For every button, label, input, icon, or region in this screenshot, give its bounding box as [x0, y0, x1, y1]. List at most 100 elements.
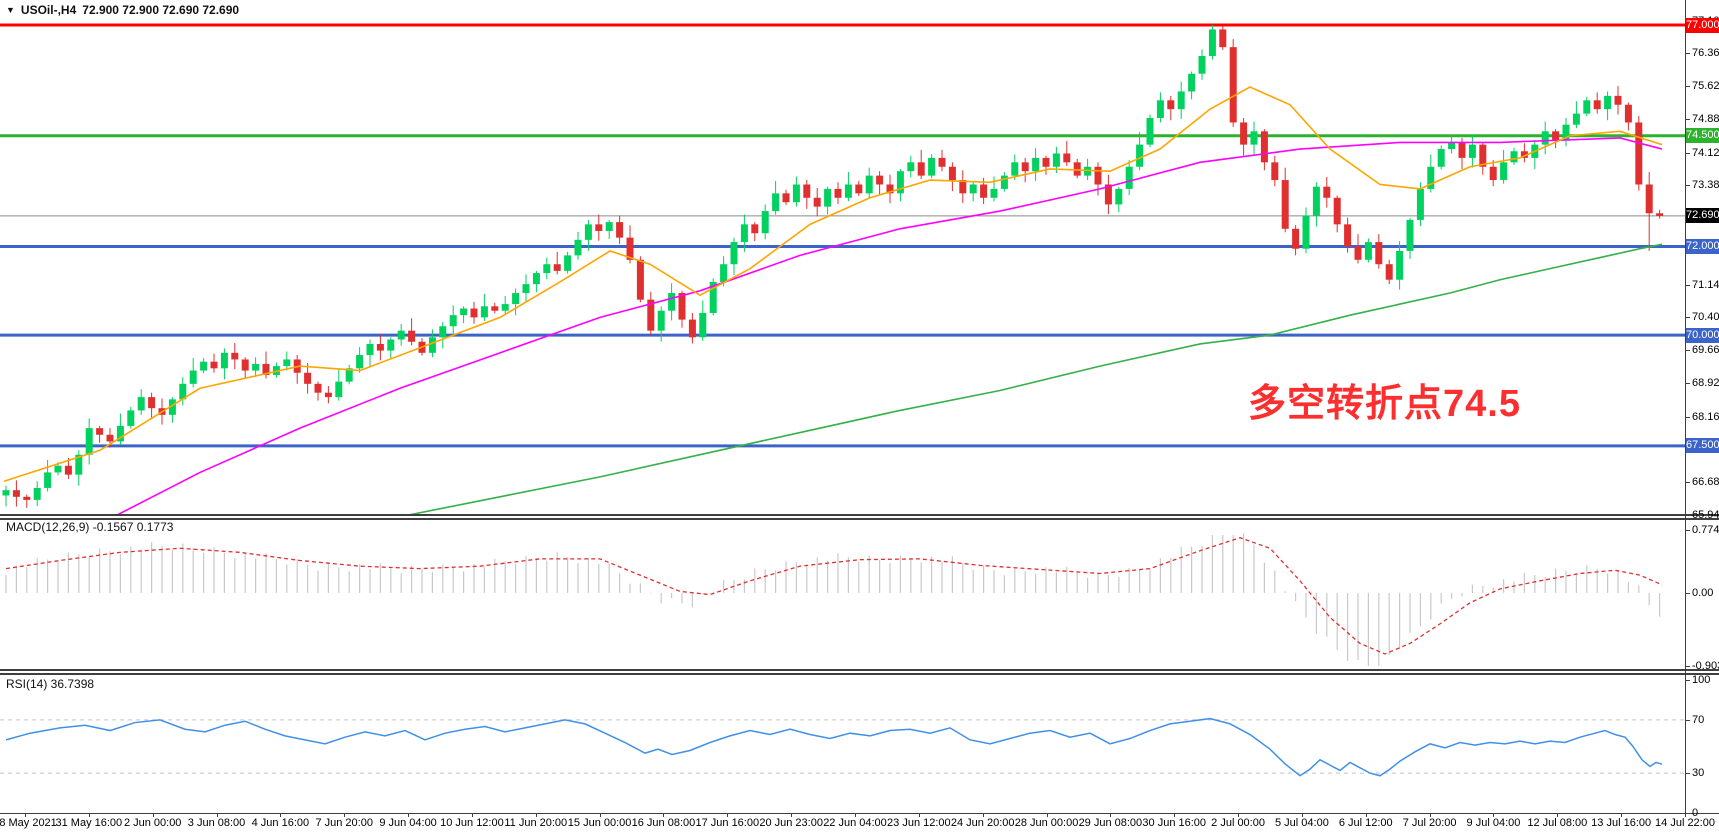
candle-body: [522, 284, 530, 294]
candle-body: [106, 434, 114, 442]
candle-body: [1323, 186, 1331, 198]
macd-panel[interactable]: [0, 520, 1686, 669]
candle-body: [1000, 175, 1008, 189]
candle-body: [314, 383, 322, 393]
price-chart-panel[interactable]: [0, 0, 1686, 514]
axis-tick-65.940: 65.940: [1686, 508, 1719, 522]
candle-body: [896, 171, 904, 194]
candle-body: [231, 352, 239, 360]
candle-body: [1364, 242, 1372, 260]
time-label: 6 Jul 12:00: [1338, 817, 1393, 829]
candle-body: [1333, 197, 1341, 225]
candle-body: [262, 363, 270, 375]
candle-body: [397, 330, 405, 340]
price-badge-70.000: 70.000: [1686, 327, 1719, 343]
candle-body: [626, 237, 634, 260]
time-label: 4 Jun 16:00: [251, 817, 310, 829]
candle-body: [1385, 264, 1393, 280]
candle-body: [876, 175, 884, 185]
candle-body: [1437, 149, 1445, 167]
candle-body: [1427, 166, 1435, 189]
time-tick: [1046, 813, 1048, 817]
candle-body: [179, 383, 187, 400]
macd-signal-line: [5, 537, 1663, 655]
candle-body: [1635, 122, 1643, 185]
time-tick: [982, 813, 984, 817]
price-axis[interactable]: 77.10076.36075.62074.88074.12073.38072.6…: [1686, 0, 1719, 819]
symbol-timeframe-label: USOil-,H4: [20, 3, 77, 17]
candle-body: [1656, 213, 1664, 216]
time-label: 17 Jun 16:00: [695, 817, 760, 829]
candle-body: [1520, 151, 1528, 158]
time-label: 12 Jul 08:00: [1527, 817, 1588, 829]
axis-tick-0.7747: 0.7747: [1686, 523, 1719, 537]
candle-body: [501, 304, 509, 311]
axis-tick-66.680: 66.680: [1686, 475, 1719, 489]
time-tick: [663, 813, 665, 817]
time-tick: [408, 813, 410, 817]
rsi-panel[interactable]: [0, 675, 1686, 813]
price-annotation-text[interactable]: 多空转折点74.5: [1248, 383, 1521, 425]
candle-body: [64, 465, 72, 475]
candle-body: [1312, 186, 1320, 216]
candle-body: [938, 157, 946, 167]
time-tick: [88, 813, 90, 817]
candle-body: [449, 315, 457, 327]
time-label: 28 Jun 00:00: [1014, 817, 1079, 829]
candle-body: [1583, 100, 1591, 114]
candle-body: [1281, 180, 1289, 229]
ma-mid-line: [117, 137, 1663, 514]
candle-body: [636, 259, 644, 300]
panel-separator-main-macd[interactable]: [0, 514, 1719, 520]
candle-body: [75, 454, 83, 475]
candle-body: [969, 184, 977, 194]
panel-separator-macd-rsi[interactable]: [0, 669, 1719, 675]
candle-body: [1562, 124, 1570, 141]
candle-body: [220, 352, 228, 369]
axis-tick-70: 70: [1686, 713, 1719, 727]
candle-body: [1396, 250, 1404, 280]
price-badge-77.000: 77.000: [1686, 17, 1719, 33]
candle-body: [928, 157, 936, 176]
axis-tick-76.360: 76.360: [1686, 46, 1719, 60]
candle-body: [1208, 29, 1216, 57]
candle-body: [1229, 47, 1237, 123]
time-tick: [1110, 813, 1112, 817]
candle-body: [1604, 95, 1612, 110]
price-badge-74.500: 74.500: [1686, 128, 1719, 144]
candle-body: [616, 222, 624, 238]
time-tick: [152, 813, 154, 817]
candle-body: [1198, 56, 1206, 74]
time-label: 3 Jun 08:00: [187, 817, 246, 829]
horizontal-lines[interactable]: [0, 23, 1686, 448]
candle-body: [304, 372, 312, 384]
candle-body: [1271, 162, 1279, 181]
time-tick: [471, 813, 473, 817]
candle-body: [460, 308, 468, 316]
candle-body: [1416, 188, 1424, 220]
time-label: 24 Jun 20:00: [950, 817, 1015, 829]
candle-body: [730, 242, 738, 265]
time-tick: [1429, 813, 1431, 817]
time-label: 20 Jun 23:00: [759, 817, 823, 829]
candle-body: [1250, 131, 1258, 145]
symbol-dropdown-icon[interactable]: ▼: [6, 5, 15, 15]
time-tick: [1238, 813, 1240, 817]
candle-body: [1614, 95, 1622, 105]
candle-body: [116, 425, 124, 442]
candle-body: [1375, 242, 1383, 265]
candle-body: [335, 381, 343, 398]
candle-body: [699, 312, 707, 338]
time-tick: [1365, 813, 1367, 817]
time-tick: [535, 813, 537, 817]
candle-body: [1500, 162, 1508, 181]
candle-body: [1021, 162, 1029, 172]
candle-body: [1624, 104, 1632, 123]
candle-body: [189, 370, 197, 384]
candle-body: [512, 293, 520, 305]
candle-body: [1344, 224, 1352, 247]
candle-body: [1177, 91, 1185, 110]
macd-histogram: [5, 533, 1661, 667]
axis-tick-74.880: 74.880: [1686, 112, 1719, 126]
